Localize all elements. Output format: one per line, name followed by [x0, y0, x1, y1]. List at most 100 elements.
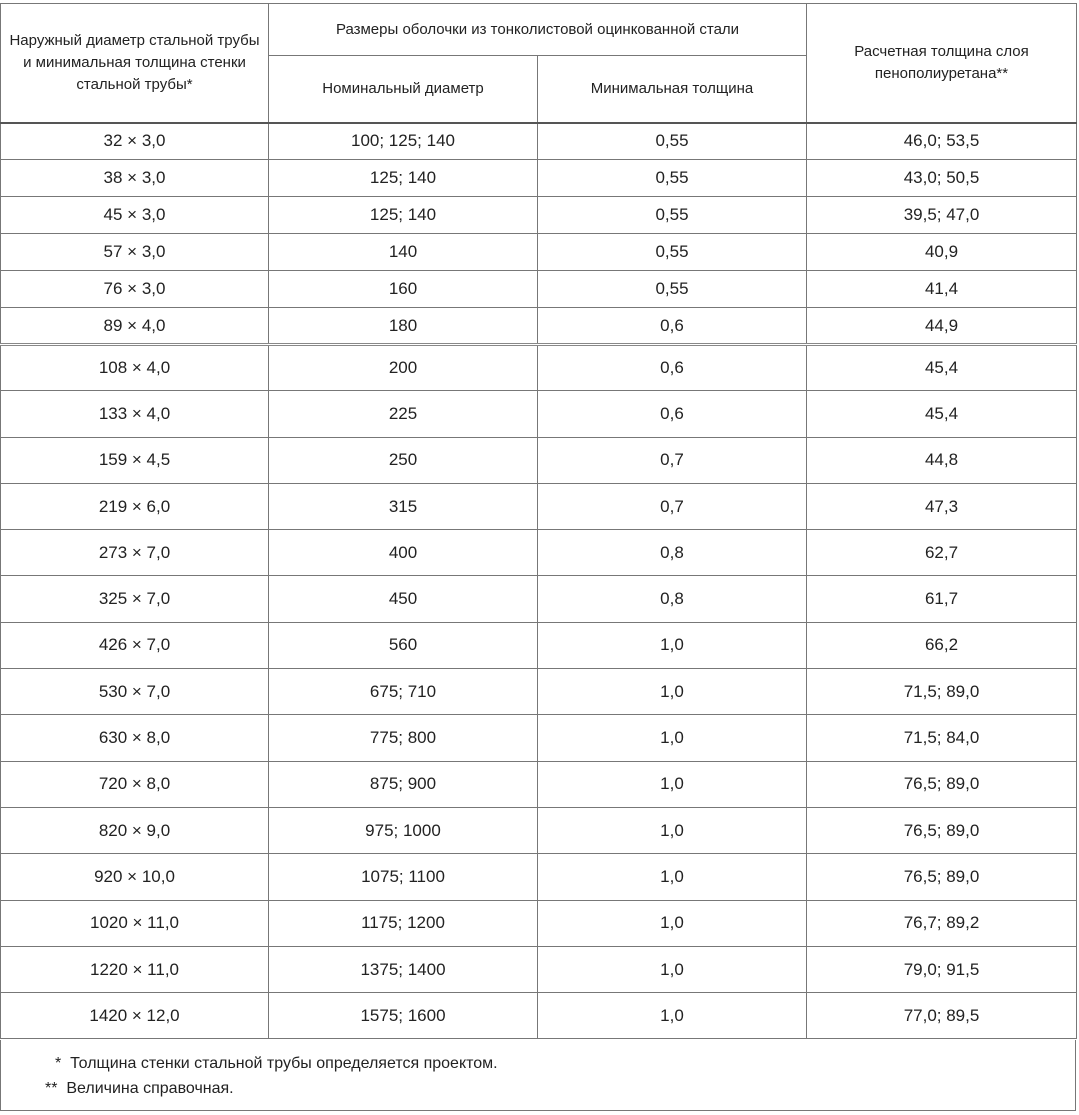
- header-min-thickness: Минимальная толщина: [537, 55, 807, 124]
- cell-min-thickness: 0,7: [537, 436, 807, 484]
- cell-min-thickness: 0,6: [537, 342, 807, 392]
- table-row: 45 × 3,0 125; 140 0,55 39,5; 47,0: [0, 196, 1077, 234]
- table-row: 133 × 4,0 225 0,6 45,4: [0, 390, 1077, 438]
- table-row: 820 × 9,0 975; 1000 1,0 76,5; 89,0: [0, 806, 1077, 855]
- table-row: 108 × 4,0 200 0,6 45,4: [0, 342, 1077, 392]
- cell-outer-diameter: 1220 × 11,0: [0, 945, 269, 994]
- cell-outer-diameter: 820 × 9,0: [0, 806, 269, 855]
- cell-ppu-thickness: 76,5; 89,0: [806, 760, 1077, 808]
- cell-min-thickness: 1,0: [537, 806, 807, 855]
- cell-min-thickness: 0,55: [537, 233, 807, 271]
- footnotes: * Толщина стенки стальной трубы определя…: [0, 1040, 1076, 1111]
- cell-min-thickness: 1,0: [537, 760, 807, 808]
- cell-outer-diameter: 219 × 6,0: [0, 482, 269, 531]
- header-shell-dimensions: Размеры оболочки из тонколистовой оцинко…: [268, 3, 807, 56]
- cell-nominal-diameter: 1175; 1200: [268, 899, 538, 947]
- cell-nominal-diameter: 160: [268, 270, 538, 308]
- cell-ppu-thickness: 46,0; 53,5: [806, 122, 1077, 160]
- footnote-mark: **: [45, 1080, 58, 1097]
- table-row: 426 × 7,0 560 1,0 66,2: [0, 621, 1077, 670]
- cell-ppu-thickness: 47,3: [806, 482, 1077, 531]
- cell-min-thickness: 1,0: [537, 621, 807, 670]
- cell-ppu-thickness: 61,7: [806, 575, 1077, 623]
- cell-min-thickness: 1,0: [537, 714, 807, 762]
- cell-outer-diameter: 530 × 7,0: [0, 668, 269, 716]
- footnote-text: Толщина стенки стальной трубы определяет…: [70, 1055, 498, 1072]
- header-ppu-thickness: Расчетная толщина слоя пенополиуретана**: [806, 3, 1077, 124]
- cell-ppu-thickness: 71,5; 89,0: [806, 668, 1077, 716]
- cell-min-thickness: 0,7: [537, 482, 807, 531]
- cell-nominal-diameter: 975; 1000: [268, 806, 538, 855]
- cell-ppu-thickness: 43,0; 50,5: [806, 159, 1077, 197]
- cell-outer-diameter: 325 × 7,0: [0, 575, 269, 623]
- cell-ppu-thickness: 41,4: [806, 270, 1077, 308]
- table-row: 76 × 3,0 160 0,55 41,4: [0, 270, 1077, 308]
- cell-ppu-thickness: 40,9: [806, 233, 1077, 271]
- cell-ppu-thickness: 45,4: [806, 342, 1077, 392]
- cell-ppu-thickness: 76,7; 89,2: [806, 899, 1077, 947]
- cell-outer-diameter: 159 × 4,5: [0, 436, 269, 484]
- cell-outer-diameter: 76 × 3,0: [0, 270, 269, 308]
- cell-nominal-diameter: 180: [268, 307, 538, 345]
- cell-min-thickness: 0,8: [537, 575, 807, 623]
- cell-ppu-thickness: 76,5; 89,0: [806, 853, 1077, 901]
- table-row: 32 × 3,0 100; 125; 140 0,55 46,0; 53,5: [0, 122, 1077, 160]
- cell-outer-diameter: 720 × 8,0: [0, 760, 269, 808]
- cell-outer-diameter: 1020 × 11,0: [0, 899, 269, 947]
- cell-ppu-thickness: 45,4: [806, 390, 1077, 438]
- footnote-2: ** Величина справочная.: [45, 1080, 234, 1098]
- cell-ppu-thickness: 44,8: [806, 436, 1077, 484]
- cell-outer-diameter: 89 × 4,0: [0, 307, 269, 345]
- cell-nominal-diameter: 250: [268, 436, 538, 484]
- cell-outer-diameter: 1420 × 12,0: [0, 992, 269, 1040]
- cell-nominal-diameter: 125; 140: [268, 196, 538, 234]
- table-row: 1420 × 12,0 1575; 1600 1,0 77,0; 89,5: [0, 992, 1077, 1040]
- cell-min-thickness: 0,55: [537, 270, 807, 308]
- cell-ppu-thickness: 76,5; 89,0: [806, 806, 1077, 855]
- table-row: 57 × 3,0 140 0,55 40,9: [0, 233, 1077, 271]
- cell-ppu-thickness: 39,5; 47,0: [806, 196, 1077, 234]
- cell-min-thickness: 0,55: [537, 122, 807, 160]
- table-row: 219 × 6,0 315 0,7 47,3: [0, 482, 1077, 531]
- cell-nominal-diameter: 140: [268, 233, 538, 271]
- cell-outer-diameter: 38 × 3,0: [0, 159, 269, 197]
- cell-outer-diameter: 57 × 3,0: [0, 233, 269, 271]
- table-row: 325 × 7,0 450 0,8 61,7: [0, 575, 1077, 623]
- pipe-dimensions-table: Наружный диаметр стальной трубы и минима…: [0, 3, 1077, 1040]
- header-nominal-diameter: Номинальный диаметр: [268, 55, 538, 124]
- table-row: 720 × 8,0 875; 900 1,0 76,5; 89,0: [0, 760, 1077, 808]
- cell-min-thickness: 1,0: [537, 668, 807, 716]
- cell-min-thickness: 1,0: [537, 992, 807, 1040]
- table-row: 89 × 4,0 180 0,6 44,9: [0, 307, 1077, 345]
- cell-ppu-thickness: 66,2: [806, 621, 1077, 670]
- table-row: 920 × 10,0 1075; 1100 1,0 76,5; 89,0: [0, 853, 1077, 901]
- cell-nominal-diameter: 125; 140: [268, 159, 538, 197]
- cell-nominal-diameter: 1075; 1100: [268, 853, 538, 901]
- cell-nominal-diameter: 450: [268, 575, 538, 623]
- cell-outer-diameter: 45 × 3,0: [0, 196, 269, 234]
- cell-min-thickness: 0,8: [537, 529, 807, 577]
- cell-nominal-diameter: 100; 125; 140: [268, 122, 538, 160]
- cell-min-thickness: 0,6: [537, 307, 807, 345]
- cell-nominal-diameter: 315: [268, 482, 538, 531]
- cell-nominal-diameter: 675; 710: [268, 668, 538, 716]
- cell-ppu-thickness: 44,9: [806, 307, 1077, 345]
- cell-nominal-diameter: 560: [268, 621, 538, 670]
- cell-outer-diameter: 32 × 3,0: [0, 122, 269, 160]
- table-row: 1020 × 11,0 1175; 1200 1,0 76,7; 89,2: [0, 899, 1077, 947]
- table-row: 273 × 7,0 400 0,8 62,7: [0, 529, 1077, 577]
- cell-ppu-thickness: 77,0; 89,5: [806, 992, 1077, 1040]
- cell-outer-diameter: 273 × 7,0: [0, 529, 269, 577]
- footnote-mark: *: [55, 1055, 62, 1072]
- cell-nominal-diameter: 200: [268, 342, 538, 392]
- table-row: 38 × 3,0 125; 140 0,55 43,0; 50,5: [0, 159, 1077, 197]
- cell-outer-diameter: 630 × 8,0: [0, 714, 269, 762]
- footnote-1: * Толщина стенки стальной трубы определя…: [55, 1055, 498, 1073]
- cell-outer-diameter: 133 × 4,0: [0, 390, 269, 438]
- cell-outer-diameter: 426 × 7,0: [0, 621, 269, 670]
- cell-min-thickness: 0,55: [537, 159, 807, 197]
- cell-nominal-diameter: 1375; 1400: [268, 945, 538, 994]
- cell-nominal-diameter: 1575; 1600: [268, 992, 538, 1040]
- cell-nominal-diameter: 400: [268, 529, 538, 577]
- cell-min-thickness: 0,6: [537, 390, 807, 438]
